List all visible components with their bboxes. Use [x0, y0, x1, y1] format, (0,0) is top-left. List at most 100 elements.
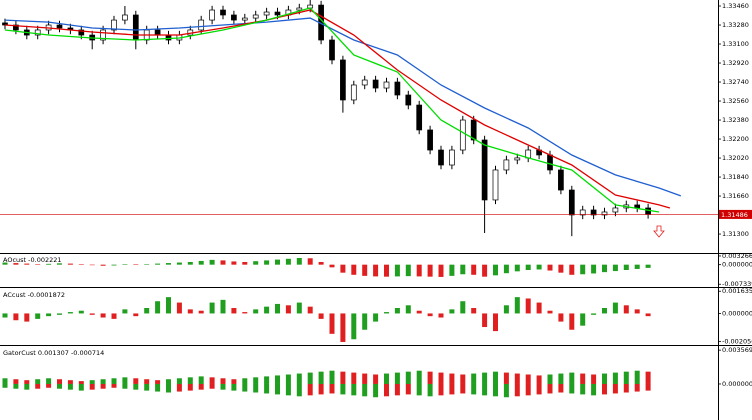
histogram-bar	[558, 264, 564, 273]
histogram-bar	[166, 297, 171, 314]
histogram-bar	[580, 383, 586, 395]
histogram-bar	[89, 264, 95, 266]
histogram-bar	[122, 383, 128, 389]
histogram-bar	[176, 262, 182, 265]
y-tick-label: 1.32380	[722, 116, 749, 124]
histogram-bar	[78, 381, 84, 384]
histogram-bar	[449, 264, 455, 276]
histogram-bar	[198, 383, 204, 390]
candle-body	[78, 29, 85, 36]
histogram-bar	[307, 258, 313, 265]
y-tick-label: 1.33280	[722, 21, 749, 29]
histogram-bar	[438, 383, 444, 396]
histogram-bar	[438, 313, 444, 318]
histogram-bar	[24, 380, 30, 384]
histogram-bar	[514, 297, 520, 314]
histogram-bar	[144, 379, 150, 384]
histogram-bar	[547, 264, 553, 271]
histogram-bar	[623, 305, 629, 314]
histogram-bar	[176, 302, 182, 314]
histogram-bar	[460, 301, 466, 314]
candle-body	[34, 29, 41, 36]
histogram-bar	[405, 383, 411, 395]
histogram-bar	[2, 378, 8, 384]
y-tick-label: 0.003266	[722, 252, 752, 260]
histogram-bar	[35, 313, 41, 319]
histogram-bar	[187, 383, 193, 391]
histogram-bar	[569, 313, 575, 330]
candle-body	[438, 149, 444, 166]
histogram-bar	[602, 373, 607, 384]
histogram-bar	[503, 305, 509, 314]
moving-average-line	[4, 9, 671, 209]
histogram-bar	[275, 383, 280, 395]
histogram-bar	[525, 264, 531, 270]
histogram-bar	[111, 264, 117, 266]
histogram-bar	[155, 301, 161, 314]
candle-body	[274, 11, 281, 16]
histogram-bar	[591, 264, 597, 274]
histogram-bar	[536, 383, 542, 395]
candle-body	[601, 211, 608, 216]
candle-body	[590, 209, 597, 216]
histogram-bar	[536, 264, 542, 270]
candle-body	[340, 59, 346, 101]
histogram-bar	[67, 380, 73, 384]
histogram-bar	[307, 383, 313, 396]
histogram-bar	[362, 264, 368, 276]
histogram-bar	[394, 308, 400, 314]
histogram-bar	[198, 376, 204, 384]
histogram-bar	[111, 378, 117, 384]
histogram-bar	[275, 375, 280, 384]
y-tick-label: 1.32200	[722, 135, 749, 143]
histogram-bar	[493, 264, 498, 276]
histogram-bar	[144, 383, 150, 391]
histogram-bar	[100, 383, 106, 389]
histogram-bar	[220, 383, 226, 390]
histogram-bar	[569, 264, 575, 275]
panel-title: ACcust -0.0001872	[3, 291, 65, 299]
histogram-bar	[35, 264, 41, 265]
candle-body	[361, 79, 368, 86]
histogram-bar	[57, 383, 62, 389]
histogram-bar	[209, 259, 215, 265]
histogram-bar	[231, 379, 237, 384]
y-tick-label: 1.32560	[722, 97, 749, 105]
histogram-bar	[514, 264, 520, 272]
candle-body	[416, 104, 423, 131]
histogram-bar	[612, 372, 618, 384]
histogram-bar	[242, 383, 248, 392]
candle-body	[154, 29, 161, 36]
histogram-bar	[318, 313, 324, 319]
histogram-bar	[645, 371, 651, 384]
histogram-bar	[460, 264, 466, 275]
histogram-bar	[144, 308, 150, 314]
histogram-bar	[405, 264, 411, 277]
histogram-bar	[547, 374, 553, 384]
histogram-bar	[449, 309, 455, 314]
histogram-bar	[176, 383, 182, 392]
histogram-bar	[623, 371, 629, 384]
histogram-bar	[427, 371, 433, 384]
histogram-bar	[351, 383, 357, 396]
histogram-bar	[634, 370, 640, 384]
candle-body	[350, 84, 357, 101]
histogram-bar	[536, 375, 542, 384]
histogram-bar	[438, 264, 444, 277]
candle-body	[503, 159, 510, 171]
candle-body	[209, 9, 215, 21]
candle-body	[220, 9, 226, 16]
histogram-bar	[24, 383, 30, 390]
histogram-bar	[340, 313, 346, 342]
histogram-bar	[623, 264, 629, 270]
candle-body	[579, 209, 586, 216]
histogram-bar	[602, 383, 607, 395]
histogram-bar	[493, 383, 498, 397]
histogram-bar	[275, 303, 280, 314]
histogram-bar	[166, 263, 171, 265]
histogram-bar	[220, 378, 226, 384]
histogram-bar	[2, 383, 8, 388]
histogram-bar	[558, 373, 564, 384]
